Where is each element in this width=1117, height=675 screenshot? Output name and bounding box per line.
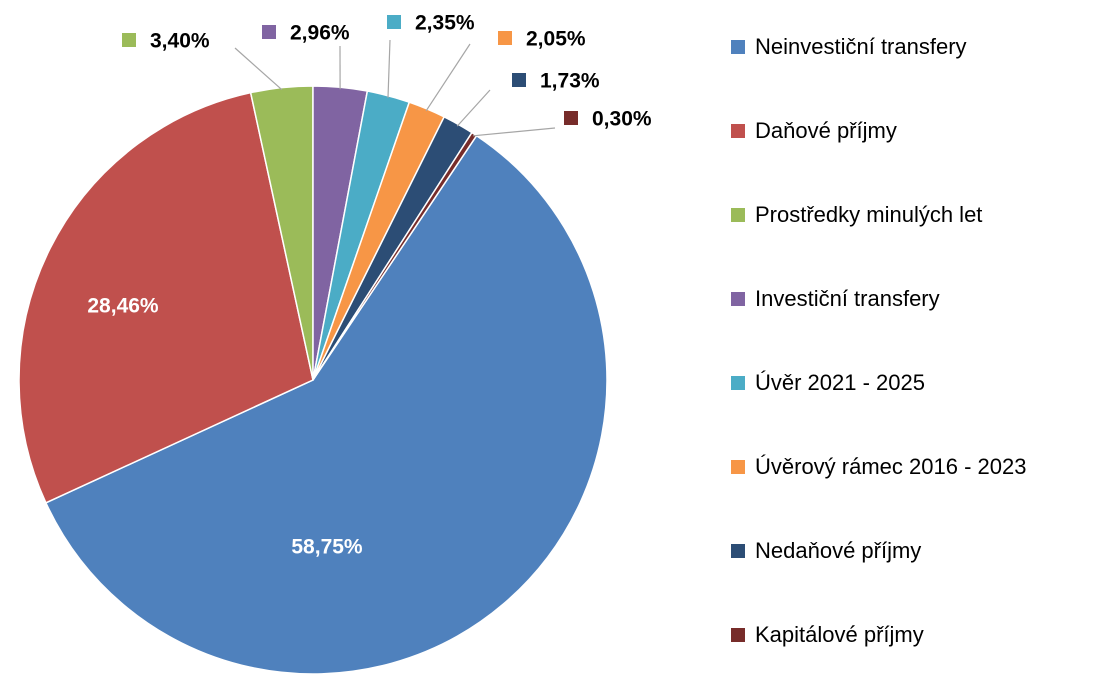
legend-label: Investiční transfery: [755, 286, 940, 311]
label-marker: [498, 31, 512, 45]
legend-label: Úvěrový rámec 2016 - 2023: [755, 454, 1026, 479]
legend-swatch: [731, 40, 745, 54]
pie-slice: [18, 91, 314, 504]
data-label: 28,46%: [87, 295, 159, 318]
legend-swatch: [731, 208, 745, 222]
label-marker: [564, 111, 578, 125]
label-marker: [387, 15, 401, 29]
leader-line: [387, 39, 391, 98]
data-label: 3,40%: [150, 30, 210, 53]
data-label: 58,75%: [291, 536, 363, 559]
pie-slice: [44, 134, 608, 675]
legend-swatch: [731, 544, 745, 558]
label-marker: [512, 73, 526, 87]
legend-swatch: [731, 124, 745, 138]
data-label: 1,73%: [540, 70, 600, 93]
legend-label: Nedaňové příjmy: [755, 538, 921, 563]
legend-label: Neinvestiční transfery: [755, 34, 967, 59]
leader-line: [473, 127, 556, 137]
label-marker: [262, 25, 276, 39]
legend-swatch: [731, 292, 745, 306]
legend-swatch: [731, 376, 745, 390]
data-label: 0,30%: [592, 108, 652, 131]
legend-swatch: [731, 460, 745, 474]
label-marker: [122, 33, 136, 47]
legend-label: Prostředky minulých let: [755, 202, 982, 227]
leader-line: [234, 47, 283, 91]
data-label: 2,96%: [290, 22, 350, 45]
legend-label: Kapitálové příjmy: [755, 622, 924, 647]
data-label: 2,05%: [526, 28, 586, 51]
leader-line: [456, 89, 491, 127]
legend-label: Daňové příjmy: [755, 118, 897, 143]
data-label: 2,35%: [415, 12, 475, 35]
legend-swatch: [731, 628, 745, 642]
legend-label: Úvěr 2021 - 2025: [755, 370, 925, 395]
leader-line: [425, 43, 471, 112]
